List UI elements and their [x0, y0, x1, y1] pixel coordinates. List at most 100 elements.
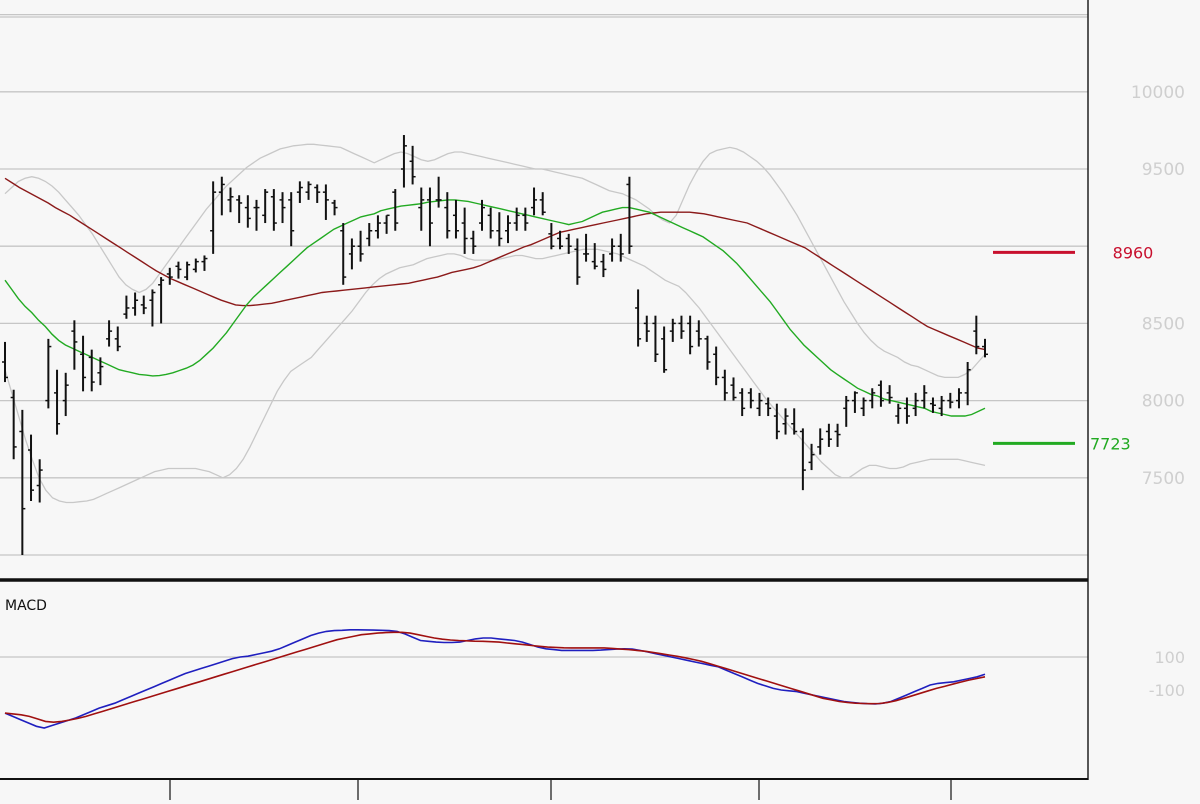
ohlc-bar [253, 199, 260, 231]
ohlc-bar [964, 362, 971, 406]
ohlc-bar [600, 253, 607, 278]
ohlc-bar [973, 315, 980, 355]
ohlc-bar [487, 207, 494, 239]
moving-averages [4, 177, 986, 417]
ohlc-bar [36, 459, 43, 503]
ohlc-bar [695, 320, 702, 347]
ohlc-bar [609, 238, 616, 262]
ma-short-line [4, 199, 986, 417]
macd-y-tick-label: -100 [1149, 681, 1185, 700]
ohlc-bar [192, 258, 199, 273]
ohlc-bar [773, 403, 780, 440]
ohlc-bar [817, 428, 824, 455]
ohlc-bar [10, 389, 17, 460]
ohlc-bar [348, 238, 355, 270]
ohlc-bar [635, 289, 642, 347]
ohlc-bar [921, 385, 928, 409]
ohlc-bar [305, 181, 312, 200]
ohlc-bar [2, 341, 8, 383]
ohlc-bar [19, 409, 26, 555]
ohlc-bar [28, 434, 35, 501]
ohlc-bar [45, 338, 52, 409]
ohlc-bar [617, 233, 624, 262]
ohlc-bar [565, 233, 572, 254]
ohlc-bar [669, 318, 676, 342]
ohlc-bar [409, 145, 416, 185]
ohlc-bar [357, 230, 364, 262]
ohlc-bar [426, 187, 433, 247]
price-y-tick-label: 10000 [1131, 83, 1185, 103]
ohlc-bar [444, 192, 451, 239]
ohlc-bar [400, 135, 407, 188]
ohlc-bar [123, 295, 130, 319]
ohlc-bar [851, 391, 858, 413]
signal-line [4, 631, 986, 724]
macd-y-tick-labels: 100 -100 [1149, 648, 1185, 700]
ohlc-bar [756, 392, 763, 417]
ohlc-bars [2, 135, 988, 555]
ohlc-bar [236, 195, 243, 224]
ohlc-bar [132, 292, 139, 316]
price-y-tick-label: 9500 [1142, 160, 1185, 180]
ohlc-bar [383, 214, 390, 234]
ohlc-bar [366, 223, 373, 247]
ohlc-bar [747, 388, 754, 409]
ohlc-bar [652, 315, 659, 362]
ohlc-bar [834, 423, 841, 447]
ohlc-bar [80, 335, 87, 392]
ohlc-bar [227, 187, 234, 213]
ohlc-bar [886, 385, 893, 404]
ohlc-bar [947, 392, 954, 409]
ohlc-bar [288, 192, 295, 247]
ohlc-bar [374, 215, 381, 239]
ohlc-bar [869, 388, 876, 409]
ohlc-bar [201, 255, 208, 271]
ohlc-bar [314, 184, 321, 203]
ohlc-bar [140, 295, 147, 315]
ohlc-bar [539, 192, 546, 216]
bollinger-bands [4, 143, 986, 504]
ohlc-bar [791, 408, 798, 435]
ohlc-bar [912, 392, 919, 417]
ohlc-bar [730, 377, 737, 401]
ohlc-bar [71, 320, 78, 370]
ohlc-bar [97, 357, 104, 386]
ohlc-bar [175, 261, 182, 279]
ohlc-bar [496, 212, 503, 247]
ohlc-bar [903, 397, 910, 424]
price-y-tick-labels: 7500 8000 8500 9500 10000 [1131, 83, 1185, 489]
ohlc-bar [478, 199, 485, 231]
ohlc-bar [877, 380, 884, 407]
band-lower-line [4, 248, 986, 504]
ohlc-bar [591, 243, 598, 270]
ohlc-bar [184, 261, 191, 281]
ohlc-bar [955, 388, 962, 409]
ohlc-bar [88, 349, 95, 392]
level-label: 7723 [1090, 434, 1131, 453]
price-y-tick-label: 8500 [1142, 314, 1185, 334]
ohlc-bar [548, 223, 555, 250]
ohlc-bar [54, 369, 61, 435]
ohlc-bar [739, 388, 746, 417]
panel-frame [0, 0, 1089, 780]
macd-y-tick-label: 100 [1154, 648, 1185, 667]
ohlc-bar [574, 238, 581, 285]
ohlc-bar [782, 408, 789, 435]
x-axis [169, 779, 952, 800]
ohlc-bar [418, 187, 425, 231]
ohlc-bar [843, 395, 850, 427]
ohlc-bar [765, 397, 772, 417]
ohlc-bar [938, 395, 945, 417]
ohlc-bar [721, 369, 728, 401]
ohlc-bar [331, 199, 338, 216]
ohlc-bar [522, 207, 529, 231]
ohlc-bar [825, 423, 832, 447]
ohlc-bar [340, 223, 347, 285]
ohlc-bar [929, 397, 936, 413]
ohlc-bar [244, 195, 251, 228]
ohlc-bar [279, 192, 286, 224]
ohlc-bar [678, 315, 685, 339]
ohlc-bar [799, 428, 806, 491]
ohlc-bar [626, 176, 633, 254]
